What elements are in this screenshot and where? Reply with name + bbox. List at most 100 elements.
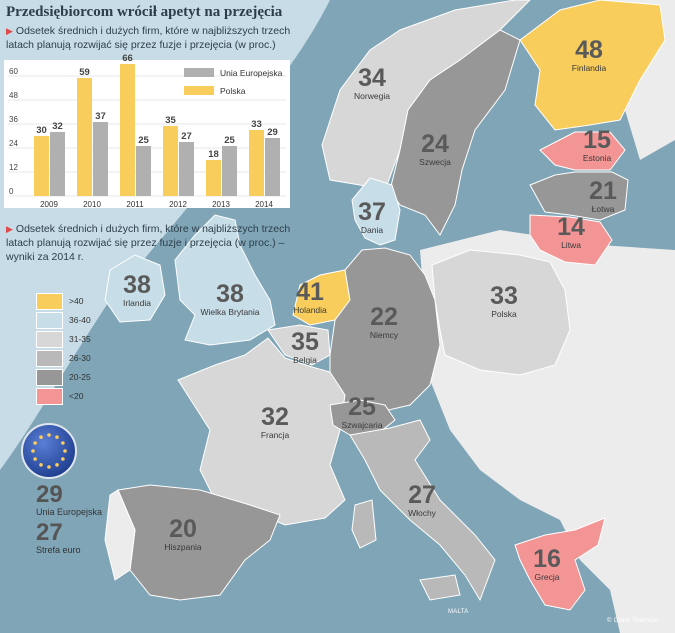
country-value: 34 <box>358 64 386 92</box>
country-label: 34 Norwegia <box>354 66 390 101</box>
legend-swatch <box>36 293 63 310</box>
country-name: Francja <box>260 430 290 440</box>
x-tick-label: 2014 <box>255 200 273 209</box>
eurozone-label: Strefa euro <box>36 545 81 555</box>
legend-row: 31-35 <box>36 331 106 348</box>
country-name: Hiszpania <box>164 542 202 552</box>
country-value: 33 <box>490 282 518 310</box>
bar-ue-2011 <box>136 146 151 196</box>
country-niemcy <box>329 247 441 413</box>
country-label: 14 Litwa <box>557 215 585 250</box>
country-name: Holandia <box>293 305 327 315</box>
y-tick-label: 24 <box>9 139 18 148</box>
legend-label: 20-25 <box>69 372 91 382</box>
star-icon <box>63 449 67 453</box>
legend-row: >40 <box>36 293 106 310</box>
triangle-icon: ▶ <box>6 224 13 234</box>
country-label: 48 Finlandia <box>572 38 607 73</box>
bar-ue-2010 <box>93 122 108 196</box>
bar-ue-2014 <box>265 138 280 196</box>
legend-label: 36-40 <box>69 315 91 325</box>
x-tick-label: 2012 <box>169 200 187 209</box>
legend-label: 26-30 <box>69 353 91 363</box>
x-tick-label: 2010 <box>83 200 101 209</box>
eu-label: Unia Europejska <box>36 507 103 517</box>
map-subtitle-text: Odsetek średnich i dużych firm, które w … <box>6 223 291 263</box>
chart-subtitle: ▶ Odsetek średnich i dużych firm, które w… <box>6 24 306 52</box>
country-name: Włochy <box>408 508 436 518</box>
country-grecja <box>514 517 606 611</box>
country-value: 25 <box>348 393 376 421</box>
x-tick-label: 2013 <box>212 200 230 209</box>
eu-flag-icon <box>21 423 77 479</box>
legend-label: 31-35 <box>69 334 91 344</box>
country-wlochy <box>349 419 496 602</box>
country-finlandia <box>519 0 666 131</box>
country-value: 16 <box>533 545 561 573</box>
country-name: Finlandia <box>571 63 607 73</box>
bar-polska-2011 <box>120 64 135 196</box>
legend-label: Polska <box>220 86 246 96</box>
country-value: 41 <box>296 278 324 306</box>
country-name: Irlandia <box>123 298 151 308</box>
country-portugalia <box>104 489 136 581</box>
country-name: Estonia <box>582 153 612 163</box>
legend-label: >40 <box>69 296 84 306</box>
map-subtitle: ▶ Odsetek średnich i dużych firm, które w… <box>6 222 306 264</box>
legend-label: Unia Europejska <box>220 68 283 78</box>
country-name: Szwajcaria <box>341 420 383 430</box>
bar-value-label: 32 <box>52 121 63 132</box>
country-label: 27 Włochy <box>408 483 436 518</box>
country-label: 20 Hiszpania <box>164 517 201 552</box>
country-label: 32 Francja <box>261 405 289 440</box>
country-name: Litwa <box>561 240 581 250</box>
bar-ue-2012 <box>179 142 194 196</box>
country-irlandia <box>104 254 166 323</box>
y-tick-label: 0 <box>9 187 14 196</box>
y-tick-label: 12 <box>9 163 18 172</box>
bar-value-label: 18 <box>208 149 219 160</box>
country-label: 25 Szwajcaria <box>341 395 382 430</box>
island-sardinia <box>351 499 377 549</box>
y-tick-label: 60 <box>9 67 18 76</box>
legend-row: 36-40 <box>36 312 106 329</box>
bar-ue-2013 <box>222 146 237 196</box>
country-name: Grecja <box>534 572 560 582</box>
star-icon <box>39 435 43 439</box>
legend-row: 26-30 <box>36 350 106 367</box>
x-tick-label: 2009 <box>40 200 58 209</box>
y-tick-label: 48 <box>9 91 18 100</box>
country-polska <box>431 249 571 376</box>
legend-swatch <box>184 68 214 77</box>
bar-value-label: 59 <box>79 67 90 78</box>
legend-swatch <box>36 369 63 386</box>
country-value: 15 <box>583 126 611 154</box>
country-name: Belgia <box>293 355 317 365</box>
country-label: 38 Irlandia <box>123 273 151 308</box>
country-value: 27 <box>408 481 436 509</box>
legend-swatch <box>36 388 63 405</box>
bar-chart: 0 12 24 36 48 60 30 32 2009 59 37 2010 66 25 2011 35 27 2… <box>8 53 286 209</box>
bar-polska-2012 <box>163 126 178 196</box>
eu-value: 29 <box>36 481 63 508</box>
country-label: 41 Holandia <box>293 280 327 315</box>
country-name: Wielka Brytania <box>200 307 260 317</box>
bar-polska-2010 <box>77 78 92 196</box>
country-estonia <box>539 131 626 171</box>
bar-polska-2014 <box>249 130 264 196</box>
country-value: 20 <box>169 515 197 543</box>
malta-label: MALTA <box>448 609 469 615</box>
bar-value-label: 29 <box>267 127 278 138</box>
country-label: 37 Dania <box>358 200 386 235</box>
legend-swatch <box>36 350 63 367</box>
star-icon <box>47 465 51 469</box>
star-icon <box>39 463 43 467</box>
country-name: Szwecja <box>419 157 451 167</box>
legend-swatch <box>36 331 63 348</box>
country-value: 37 <box>358 198 386 226</box>
bar-value-label: 66 <box>122 53 133 64</box>
source-label: © Grant Thornton <box>607 618 659 624</box>
star-icon <box>61 441 65 445</box>
country-value: 48 <box>575 36 603 64</box>
